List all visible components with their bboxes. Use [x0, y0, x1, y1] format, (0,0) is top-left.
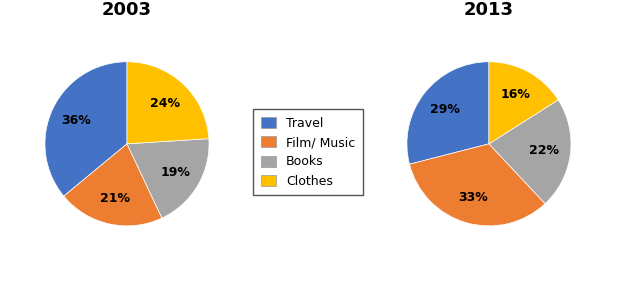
- Wedge shape: [127, 62, 209, 144]
- Wedge shape: [45, 62, 127, 196]
- Text: 21%: 21%: [100, 192, 130, 205]
- Text: 16%: 16%: [501, 89, 531, 102]
- Text: 33%: 33%: [458, 191, 488, 204]
- Text: 22%: 22%: [530, 144, 559, 157]
- Title: 2013: 2013: [464, 1, 514, 19]
- Wedge shape: [489, 100, 571, 204]
- Legend: Travel, Film/ Music, Books, Clothes: Travel, Film/ Music, Books, Clothes: [253, 109, 363, 195]
- Wedge shape: [127, 139, 209, 218]
- Title: 2003: 2003: [102, 1, 152, 19]
- Text: 19%: 19%: [160, 166, 190, 179]
- Wedge shape: [407, 62, 489, 164]
- Text: 29%: 29%: [430, 103, 460, 116]
- Text: 24%: 24%: [150, 97, 180, 110]
- Wedge shape: [64, 144, 162, 226]
- Text: 36%: 36%: [62, 114, 91, 127]
- Wedge shape: [489, 62, 558, 144]
- Wedge shape: [410, 144, 545, 226]
